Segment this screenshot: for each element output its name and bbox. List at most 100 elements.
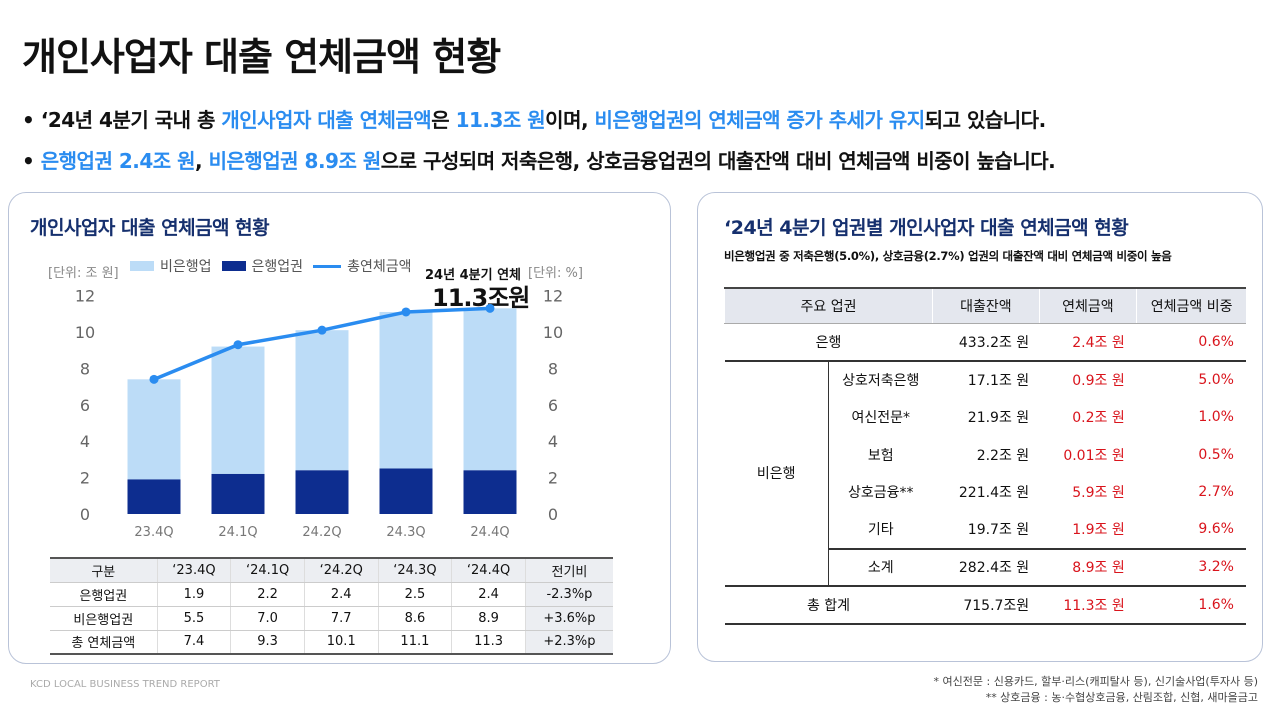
table-cell: 0.2조 원 bbox=[1072, 409, 1125, 426]
table-cell: 11.3조 원 bbox=[1039, 586, 1137, 625]
bullet-1: • ‘24년 4분기 국내 총 개인사업자 대출 연체금액은 11.3조 원이며… bbox=[22, 108, 1046, 132]
legend-label: 은행업권 bbox=[251, 259, 304, 275]
table-cell: 구분 bbox=[50, 558, 158, 583]
table-header: 구분 ‘23.4Q ‘24.1Q ‘24.2Q ‘24.3Q ‘24.4Q 전기비 bbox=[50, 558, 613, 583]
bar-bank bbox=[127, 479, 181, 514]
table-cell: 5.5 bbox=[156, 606, 231, 631]
table-cell: 715.7조원 bbox=[932, 586, 1040, 625]
table-row-total: 총 합계 715.7조원 11.3조 원 1.6% bbox=[724, 586, 1246, 625]
left-panel bbox=[8, 192, 671, 664]
table-cell: +2.3%p bbox=[524, 630, 613, 655]
unit-left: [단위: 조 원] bbox=[48, 266, 119, 281]
table-cell: 여신전문* bbox=[851, 409, 911, 426]
footnote-2: ** 상호금융 : 농·수협상호금융, 산림조합, 신협, 새마을금고 bbox=[985, 691, 1258, 704]
table-cell: 상호금융** bbox=[847, 485, 914, 502]
table-cell: 비은행업권 bbox=[50, 606, 158, 631]
table-cell: 2.2 bbox=[230, 582, 305, 607]
y-tick-left: 6 bbox=[80, 396, 90, 415]
bar-nonbank bbox=[295, 330, 349, 471]
bar-nonbank bbox=[379, 311, 433, 469]
sector-table: 주요 업권 대출잔액 연체금액 연체금액 비중 은행 433.2조 원 2.4조 원 0.6%… bbox=[724, 287, 1246, 625]
table-cell: 1.0% bbox=[1198, 408, 1234, 425]
table-cell: 은행 bbox=[724, 323, 933, 362]
table-cell: 282.4조 원 bbox=[932, 547, 1040, 588]
table-cell: 소계 bbox=[828, 547, 933, 588]
table-cell: 7.7 bbox=[303, 606, 379, 631]
table-cell: 8.6 bbox=[377, 606, 452, 631]
bullet-2: • 은행업권 2.4조 원, 비은행업권 8.9조 원으로 구성되며 저축은행,… bbox=[22, 149, 1056, 173]
left-panel-title: 개인사업자 대출 연체금액 현황 bbox=[30, 217, 270, 239]
bar-bank bbox=[379, 468, 433, 514]
table-cell: 10.1 bbox=[303, 630, 379, 655]
table-cell: 0.6% bbox=[1136, 323, 1246, 362]
x-tick-label: 24.2Q bbox=[302, 525, 341, 540]
table-cell: 7.0 bbox=[230, 606, 305, 631]
left-data-table: 구분 ‘23.4Q ‘24.1Q ‘24.2Q ‘24.3Q ‘24.4Q 전기비 은행업권 1… bbox=[50, 557, 613, 655]
y-tick-right: 12 bbox=[543, 287, 563, 306]
legend-swatch-bank bbox=[221, 261, 246, 271]
nonbank-group-label: 비은행 bbox=[724, 360, 829, 588]
table-cell: ‘23.4Q bbox=[156, 558, 231, 583]
bar-nonbank bbox=[127, 379, 181, 480]
bar-bank bbox=[211, 473, 265, 514]
table-cell: 0.5% bbox=[1198, 446, 1234, 463]
total-point bbox=[233, 340, 243, 350]
table-cell: 연체금액 비중 bbox=[1136, 287, 1246, 324]
table-cell: +3.6%p bbox=[524, 606, 613, 631]
legend-label: 비은행업 bbox=[160, 259, 212, 275]
total-point bbox=[317, 325, 327, 335]
table-row: 총 연체금액 7.4 9.3 10.1 11.1 11.3 +2.3%p bbox=[50, 630, 613, 655]
right-panel-title: ‘24년 4분기 업권별 개인사업자 대출 연체금액 현황 bbox=[724, 217, 1129, 239]
y-tick-right: 4 bbox=[548, 432, 558, 451]
table-row: 은행업권 1.9 2.2 2.4 2.5 2.4 -2.3%p bbox=[50, 582, 613, 607]
table-cell: 주요 업권 bbox=[724, 287, 933, 324]
table-cell: 상호저축은행 bbox=[842, 372, 920, 389]
table-cell: 보험 bbox=[867, 447, 894, 464]
page-title: 개인사업자 대출 연체금액 현황 bbox=[22, 35, 501, 79]
right-panel-subtitle: 비은행업권 중 저축은행(5.0%), 상호금융(2.7%) 업권의 대출잔액 … bbox=[724, 249, 1172, 263]
table-cell: 연체금액 bbox=[1038, 287, 1137, 324]
table-cell: 8.9조 원 bbox=[1039, 547, 1137, 588]
bar-line-chart: 0 0 2 2 4 4 6 6 8 8 10 10 12 12 23.4Q 24.1Q 24.2Q 24.3Q 24… bbox=[75, 287, 563, 540]
y-tick-right: 2 bbox=[548, 469, 558, 488]
y-tick-left: 12 bbox=[75, 287, 95, 306]
legend-label: 총연체금액 bbox=[347, 259, 412, 275]
table-cell: 21.9조 원 bbox=[967, 409, 1030, 426]
table-row: 비은행 상호저축은행 17.1조 원 0.9조 원 5.0% bbox=[724, 360, 1247, 588]
table-cell: 11.1 bbox=[377, 630, 452, 655]
table-cell: 5.9조 원 bbox=[1072, 485, 1125, 502]
bar-bank bbox=[463, 470, 517, 514]
y-tick-left: 8 bbox=[80, 359, 90, 378]
table-cell: 11.3 bbox=[451, 630, 526, 655]
y-tick-left: 4 bbox=[80, 432, 90, 451]
table-cell: 8.9 bbox=[451, 606, 526, 631]
right-panel bbox=[697, 192, 1263, 662]
table-cell: 5.0% bbox=[1198, 371, 1234, 388]
table-cell: 0.9조 원 bbox=[1072, 372, 1125, 389]
total-point bbox=[401, 307, 411, 317]
bar-bank bbox=[295, 470, 349, 514]
x-tick-label: 23.4Q bbox=[134, 525, 173, 540]
table-cell: 0.01조 원 bbox=[1063, 447, 1125, 464]
table-cell: 17.1조 원 bbox=[967, 372, 1030, 389]
table-cell: 기타 bbox=[867, 522, 894, 539]
table-cell: 2.4조 원 bbox=[1039, 323, 1137, 362]
table-cell: 3.2% bbox=[1136, 547, 1246, 588]
table-cell: 대출잔액 bbox=[932, 287, 1040, 324]
table-cell: ‘24.4Q bbox=[451, 558, 526, 583]
y-tick-left: 0 bbox=[80, 505, 90, 524]
bar-nonbank bbox=[463, 308, 517, 471]
table-cell: 1.9조 원 bbox=[1072, 522, 1125, 539]
table-cell: ‘24.1Q bbox=[230, 558, 305, 583]
table-cell: ‘24.2Q bbox=[303, 558, 379, 583]
x-tick-label: 24.1Q bbox=[218, 525, 257, 540]
table-row: 비은행업권 5.5 7.0 7.7 8.6 8.9 +3.6%p bbox=[50, 606, 613, 631]
table-cell: 2.4 bbox=[451, 582, 526, 607]
bar-nonbank bbox=[211, 346, 265, 474]
table-cell: 221.4조 원 bbox=[958, 485, 1030, 502]
y-tick-right: 8 bbox=[548, 359, 558, 378]
table-cell: 2.2조 원 bbox=[976, 447, 1030, 464]
legend-swatch-nonbank bbox=[130, 261, 154, 271]
y-tick-right: 0 bbox=[548, 505, 558, 524]
x-tick-label: 24.4Q bbox=[470, 525, 509, 540]
